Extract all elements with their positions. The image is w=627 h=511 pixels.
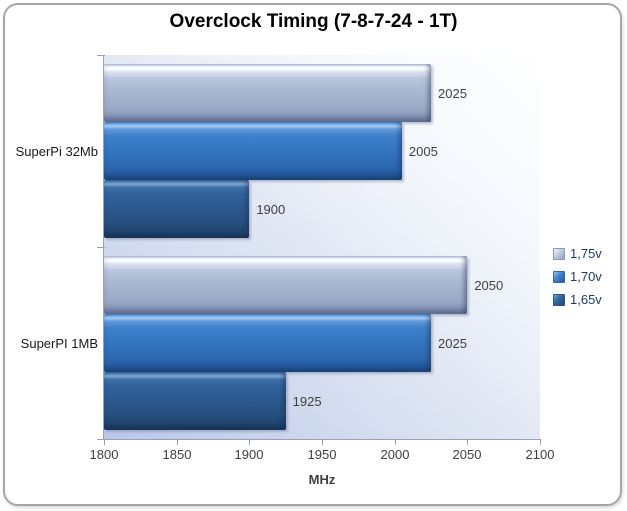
legend-item: 1,75v	[553, 245, 602, 262]
bar-value-label: 1925	[292, 393, 322, 409]
x-axis-tick	[249, 440, 250, 445]
legend-item: 1,65v	[553, 291, 602, 308]
x-axis-tick	[395, 440, 396, 445]
chart-title: Overclock Timing (7-8-7-24 - 1T)	[169, 11, 458, 32]
bar-value-label: 2050	[474, 277, 504, 293]
x-axis-title: MHz	[308, 472, 336, 487]
legend-label: 1,70v	[570, 269, 602, 284]
x-axis-tick-label: 1850	[162, 447, 192, 462]
bar-value-label: 1900	[256, 201, 286, 217]
y-axis-tick	[97, 247, 105, 248]
x-axis-tick	[104, 440, 105, 445]
x-axis-tick	[467, 440, 468, 445]
bar-superpi-1mb-1,65v	[104, 372, 286, 430]
x-axis-tick-label: 2100	[525, 447, 555, 462]
x-axis-line	[103, 439, 541, 440]
legend-swatch-icon	[553, 270, 565, 283]
bar-superpi-32mb-1,70v	[104, 122, 402, 180]
bar-superpi-1mb-1,75v	[104, 256, 468, 314]
x-axis-tick	[177, 440, 178, 445]
x-axis-tick	[540, 440, 541, 445]
legend: 1,75v 1,70v 1,65v	[553, 245, 602, 308]
x-axis-tick	[322, 440, 323, 445]
x-axis-tick-label: 2050	[452, 447, 482, 462]
legend-label: 1,65v	[570, 292, 602, 307]
legend-swatch-icon	[553, 293, 565, 306]
y-axis-tick	[97, 439, 105, 440]
legend-item: 1,70v	[553, 268, 602, 285]
category-label: SuperPi 32Mb	[15, 143, 98, 159]
x-axis-tick-label: 1950	[307, 447, 337, 462]
bar-superpi-1mb-1,70v	[104, 314, 431, 372]
bar-value-label: 2025	[438, 335, 467, 351]
bar-value-label: 2025	[438, 85, 467, 101]
bar-value-label: 2005	[408, 143, 438, 159]
legend-label: 1,75v	[570, 246, 602, 261]
category-label: SuperPI 1MB	[20, 335, 98, 351]
legend-swatch-icon	[553, 247, 565, 260]
x-axis-tick-label: 1900	[234, 447, 264, 462]
y-axis-tick	[97, 55, 105, 56]
x-axis-tick-label: 2000	[380, 447, 410, 462]
x-axis-tick-label: 1800	[89, 447, 119, 462]
bar-superpi-32mb-1,65v	[104, 180, 250, 238]
bar-superpi-32mb-1,75v	[104, 64, 431, 122]
